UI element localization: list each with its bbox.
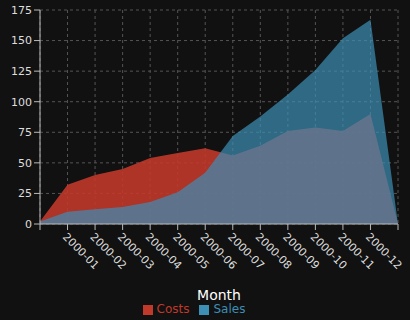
svg-text:2000-05: 2000-05 xyxy=(170,230,212,273)
svg-text:125: 125 xyxy=(11,65,32,78)
svg-text:Month: Month xyxy=(197,287,241,303)
svg-text:2000-07: 2000-07 xyxy=(225,230,267,273)
svg-text:2000-04: 2000-04 xyxy=(142,230,185,273)
html-text:Costs: Costs xyxy=(156,302,190,316)
svg-text:2000-03: 2000-03 xyxy=(115,230,157,273)
html-text:Sales: Sales xyxy=(213,302,246,316)
svg-text:2000-11: 2000-11 xyxy=(335,230,377,273)
svg-text:75: 75 xyxy=(18,126,32,139)
svg-text:2000-09: 2000-09 xyxy=(280,230,322,273)
svg-text:2000-10: 2000-10 xyxy=(307,230,350,273)
svg-text:2000-01: 2000-01 xyxy=(59,230,102,273)
svg-text:25: 25 xyxy=(18,187,32,200)
svg-text:2000-06: 2000-06 xyxy=(197,230,240,273)
svg-text:2000-08: 2000-08 xyxy=(252,230,295,273)
svg-text:2000-02: 2000-02 xyxy=(87,230,130,273)
svg-text:50: 50 xyxy=(18,157,32,170)
svg-text:175: 175 xyxy=(11,4,32,17)
svg-text:150: 150 xyxy=(11,34,32,47)
svg-text:100: 100 xyxy=(11,96,32,109)
svg-text:0: 0 xyxy=(25,218,32,231)
svg-text:2000-12: 2000-12 xyxy=(363,230,402,272)
